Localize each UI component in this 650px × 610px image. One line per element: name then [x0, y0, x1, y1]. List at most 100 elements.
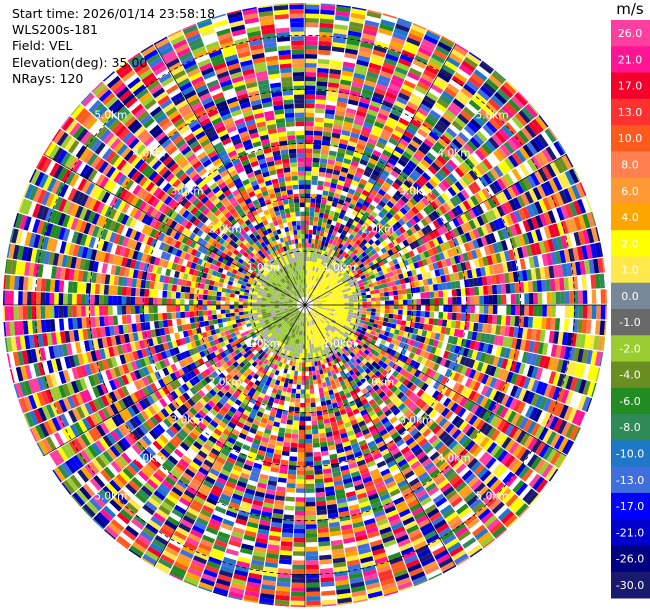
velocity-bin	[345, 149, 355, 156]
velocity-bin	[338, 294, 344, 298]
velocity-bin	[542, 292, 547, 305]
velocity-bin	[434, 185, 444, 195]
velocity-bin	[460, 128, 473, 140]
velocity-bin	[310, 397, 316, 403]
velocity-bin	[309, 289, 312, 294]
velocity-bin	[506, 80, 518, 92]
velocity-bin	[312, 229, 317, 235]
velocity-bin	[556, 174, 567, 190]
velocity-bin	[444, 231, 452, 241]
velocity-bin	[429, 109, 442, 120]
velocity-bin	[406, 288, 412, 294]
velocity-bin	[565, 154, 574, 168]
velocity-bin	[441, 35, 455, 45]
velocity-bin	[313, 220, 318, 226]
velocity-bin	[383, 222, 391, 231]
velocity-bin	[397, 314, 403, 320]
velocity-bin	[390, 153, 400, 163]
velocity-bin	[337, 147, 347, 154]
velocity-bin	[364, 166, 374, 174]
velocity-bin	[447, 297, 453, 305]
velocity-bin	[318, 428, 326, 434]
velocity-bin	[319, 432, 326, 439]
velocity-bin	[285, 424, 293, 430]
velocity-bin	[315, 234, 320, 240]
velocity-bin	[424, 117, 436, 127]
velocity-bin	[546, 252, 553, 266]
velocity-bin	[552, 265, 559, 278]
velocity-bin	[538, 199, 548, 213]
velocity-bin	[383, 317, 389, 323]
velocity-bin	[366, 257, 372, 264]
velocity-bin	[339, 138, 349, 145]
velocity-bin	[305, 243, 308, 248]
velocity-bin	[421, 197, 430, 207]
velocity-bin	[305, 335, 307, 340]
velocity-bin	[287, 383, 293, 389]
velocity-bin	[446, 319, 452, 328]
velocity-bin	[448, 52, 463, 64]
velocity-bin	[367, 66, 381, 75]
velocity-bin	[388, 234, 395, 242]
velocity-bin	[352, 77, 365, 85]
velocity-bin	[383, 192, 392, 201]
velocity-bin	[387, 242, 395, 249]
velocity-bin	[470, 305, 475, 314]
velocity-bin	[344, 153, 353, 161]
velocity-bin	[453, 71, 468, 84]
velocity-bin	[605, 305, 607, 320]
velocity-bin	[504, 272, 510, 284]
velocity-bin	[340, 276, 346, 281]
velocity-bin	[491, 284, 498, 295]
velocity-bin	[361, 189, 370, 197]
velocity-bin	[306, 569, 320, 574]
velocity-bin	[328, 275, 333, 281]
velocity-bin	[380, 19, 396, 28]
velocity-bin	[318, 36, 332, 42]
velocity-bin	[508, 272, 515, 283]
velocity-bin	[359, 193, 368, 201]
velocity-bin	[380, 185, 389, 193]
velocity-bin	[330, 137, 340, 143]
velocity-bin	[515, 165, 526, 179]
velocity-bin	[423, 95, 436, 106]
velocity-bin	[358, 248, 365, 255]
velocity-bin	[478, 108, 492, 121]
velocity-bin	[305, 488, 315, 493]
velocity-bin	[428, 222, 437, 231]
velocity-bin	[412, 182, 422, 191]
velocity-bin	[386, 200, 395, 209]
velocity-bin	[453, 44, 468, 57]
velocity-bin	[505, 283, 511, 294]
velocity-bin	[537, 133, 549, 148]
velocity-bin	[410, 255, 418, 263]
velocity-bin	[417, 200, 427, 209]
velocity-bin	[479, 202, 489, 213]
velocity-bin	[419, 266, 426, 274]
velocity-bin	[312, 306, 318, 308]
velocity-bin	[586, 319, 592, 334]
velocity-bin	[328, 269, 333, 275]
velocity-bin	[305, 49, 318, 55]
velocity-bin	[332, 267, 338, 273]
velocity-bin	[360, 266, 367, 272]
velocity-bin	[417, 128, 429, 138]
velocity-bin	[308, 225, 314, 230]
velocity-bin	[544, 180, 555, 195]
velocity-bin	[391, 205, 400, 214]
velocity-bin	[557, 140, 566, 154]
velocity-bin	[440, 214, 448, 224]
velocity-bin	[507, 138, 519, 152]
velocity-bin	[357, 254, 364, 261]
velocity-bin	[338, 143, 348, 150]
velocity-bin	[342, 186, 350, 193]
velocity-bin	[551, 305, 556, 318]
velocity-bin	[390, 280, 397, 287]
velocity-bin	[539, 227, 548, 241]
velocity-bin	[383, 287, 389, 293]
velocity-bin	[342, 61, 356, 69]
velocity-bin	[493, 149, 504, 162]
velocity-bin	[315, 401, 322, 407]
velocity-bin	[311, 275, 315, 281]
velocity-bin	[361, 245, 368, 252]
